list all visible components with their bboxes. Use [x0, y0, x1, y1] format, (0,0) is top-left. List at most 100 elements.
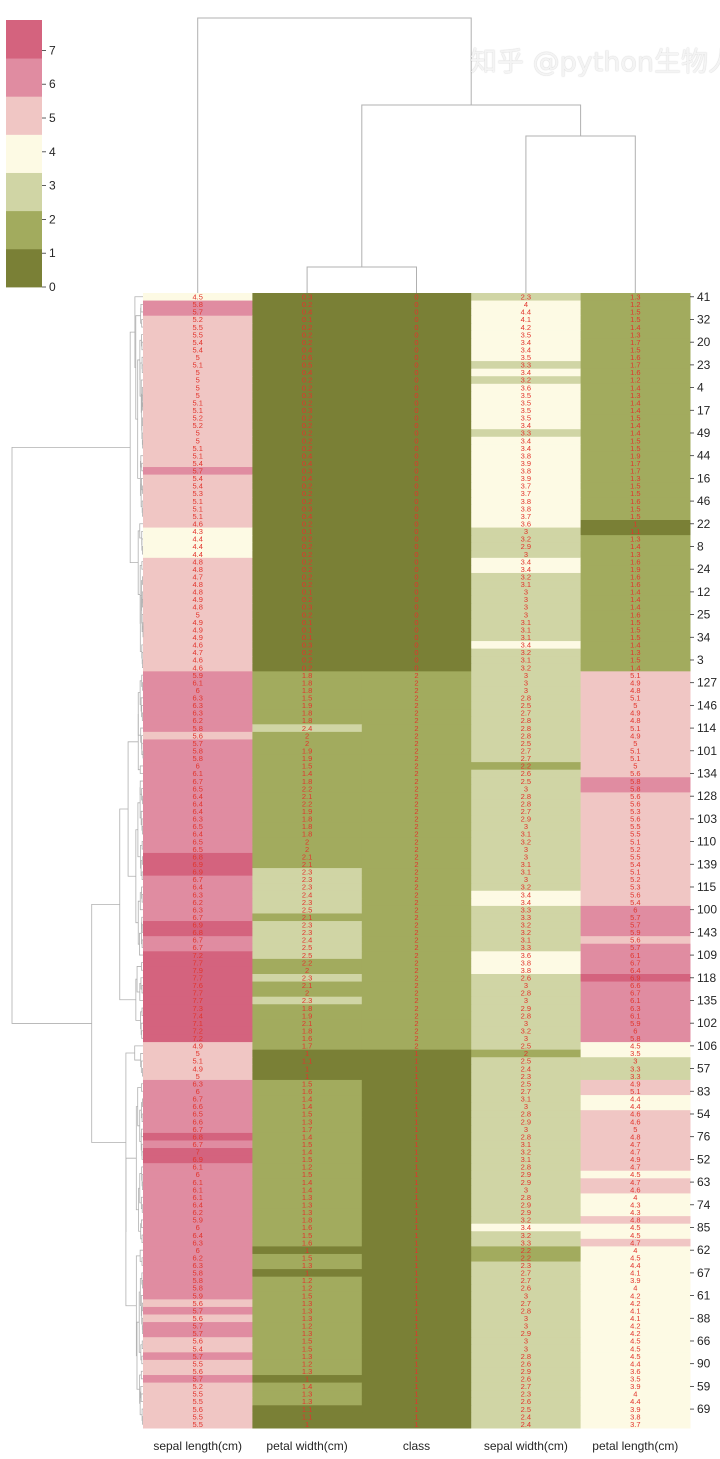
cell-value: 3.8	[521, 497, 531, 506]
cell-value: 5.4	[192, 1344, 202, 1353]
heatmap-cell	[143, 1253, 253, 1263]
cell-value: 4.9	[630, 678, 640, 687]
cell-value: 0.4	[302, 512, 312, 521]
dendrogram-link	[525, 135, 636, 293]
heatmap-cell	[143, 368, 253, 377]
heatmap-cell	[471, 724, 582, 733]
heatmap-cell	[361, 784, 472, 793]
heatmap-cell	[252, 610, 363, 619]
cell-value: 0.4	[302, 451, 312, 460]
cell-annotations: 4.5 0.3 0 2.3 1.35.8 0.2 0 4 1.25.7 0.4 0 4.4 1.55.2…	[192, 292, 640, 1428]
cell-value: 1.8	[302, 1004, 312, 1013]
heatmap-cell	[143, 451, 253, 460]
heatmap-cell	[361, 1064, 472, 1073]
heatmap-cell	[580, 1064, 691, 1073]
cell-value: 4.5	[630, 1231, 640, 1240]
cell-value: 0.2	[302, 429, 312, 438]
heatmap-cell	[361, 1049, 472, 1058]
heatmap-cell	[471, 845, 582, 854]
cell-value: 3.4	[521, 565, 531, 574]
cell-value: 1.3	[302, 1352, 312, 1361]
heatmap-cell	[252, 1276, 363, 1285]
heatmap-cell	[252, 535, 363, 544]
heatmap-cell	[580, 845, 691, 854]
cell-value: 3	[524, 996, 528, 1005]
heatmap-cell	[580, 1034, 691, 1043]
cell-value: 2	[414, 837, 418, 846]
heatmap-cell	[471, 391, 582, 400]
heatmap-cell	[143, 308, 253, 317]
heatmap-cell	[252, 444, 363, 453]
cell-value: 1.6	[302, 1034, 312, 1043]
heatmap-cell	[252, 557, 363, 566]
cell-value: 2.6	[521, 1359, 531, 1368]
cell-value: 1.9	[302, 807, 312, 816]
cell-value: 5.1	[630, 746, 640, 755]
cell-value: 2.9	[521, 1367, 531, 1376]
heatmap-cell	[471, 799, 582, 809]
heatmap-cell	[252, 633, 363, 642]
cell-value: 2	[414, 996, 418, 1005]
dendrogram-link	[134, 1045, 143, 1061]
heatmap-cell	[361, 769, 472, 778]
heatmap-cell	[143, 709, 253, 718]
heatmap-cell	[580, 1253, 691, 1263]
heatmap-cell	[143, 542, 253, 551]
cell-value: 2.9	[521, 1200, 531, 1209]
cell-value: 6.4	[192, 807, 202, 816]
heatmap-cell	[471, 716, 582, 725]
heatmap-cell	[580, 323, 691, 332]
heatmap-cell	[580, 921, 691, 930]
heatmap-cell	[471, 603, 582, 612]
cell-value: 0	[414, 323, 418, 332]
cell-value: 1.3	[302, 1261, 312, 1270]
cell-value: 6.3	[630, 1004, 640, 1013]
cell-value: 2.2	[302, 799, 312, 808]
heatmap-cell	[471, 754, 582, 763]
cell-value: 1.4	[302, 1095, 312, 1104]
heatmap-cell	[361, 308, 472, 317]
heatmap-cell	[580, 565, 691, 574]
cell-value: 2.7	[521, 1276, 531, 1285]
heatmap-cell	[252, 1079, 363, 1088]
heatmap-cell	[252, 1420, 363, 1429]
cell-value: 1	[414, 1095, 418, 1104]
cell-value: 6.9	[192, 921, 202, 930]
cell-value: 2	[414, 883, 418, 892]
heatmap-cell	[252, 958, 363, 967]
heatmap-cell	[471, 731, 582, 740]
cell-value: 1.5	[630, 618, 640, 627]
heatmap-cell	[361, 1140, 472, 1149]
heatmap-cell	[143, 383, 253, 392]
cell-value: 1	[414, 1375, 418, 1384]
heatmap-cell	[580, 1397, 691, 1406]
cell-value: 6.3	[192, 905, 202, 914]
cell-value: 2	[414, 709, 418, 718]
heatmap-cell	[361, 338, 472, 347]
colorbar-bin	[6, 248, 42, 288]
heatmap-cell	[471, 1072, 582, 1081]
cell-value: 4	[524, 300, 528, 309]
heatmap-cell	[471, 883, 582, 892]
heatmap-cell	[143, 1042, 253, 1051]
cell-value: 2.1	[302, 913, 312, 922]
heatmap-cell	[580, 1382, 691, 1391]
cell-value: 1	[414, 1390, 418, 1399]
dendrogram-link	[140, 1385, 143, 1399]
cell-value: 4.4	[630, 1102, 640, 1111]
cell-value: 3.6	[521, 383, 531, 392]
heatmap-cell	[471, 330, 582, 339]
heatmap-cell	[361, 1163, 472, 1172]
heatmap-cell	[252, 716, 363, 725]
cell-value: 1.5	[302, 694, 312, 703]
heatmap-cell	[471, 648, 582, 657]
heatmap-cell	[580, 489, 691, 498]
cell-value: 2	[414, 898, 418, 907]
cell-value: 2.9	[521, 1329, 531, 1338]
row-tick-label: 103	[697, 812, 717, 826]
cell-value: 1.8	[302, 830, 312, 839]
heatmap-cell	[471, 784, 582, 793]
heatmap-cell	[580, 1155, 691, 1164]
heatmap-cell	[143, 822, 253, 831]
dendrogram-link	[129, 331, 139, 564]
